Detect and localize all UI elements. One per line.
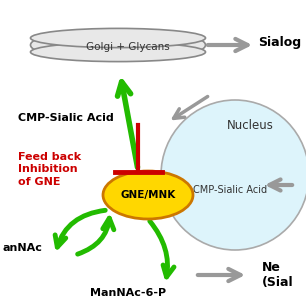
Ellipse shape — [31, 28, 206, 48]
Text: Sialog: Sialog — [258, 35, 301, 48]
Text: anNAc: anNAc — [2, 243, 42, 253]
Text: Golgi + Glycans: Golgi + Glycans — [86, 42, 170, 52]
Ellipse shape — [31, 29, 206, 61]
Ellipse shape — [161, 100, 306, 250]
Text: Nucleus: Nucleus — [226, 118, 274, 132]
Ellipse shape — [31, 43, 206, 62]
Text: Feed back
Inhibition
of GNE: Feed back Inhibition of GNE — [18, 152, 81, 187]
Text: GNE/MNK: GNE/MNK — [120, 190, 176, 200]
Text: CMP-Sialic Acid: CMP-Sialic Acid — [18, 113, 114, 123]
Text: Ne
(Sial: Ne (Sial — [262, 261, 294, 289]
Ellipse shape — [103, 171, 193, 219]
Text: ManNAc-6-P: ManNAc-6-P — [90, 288, 166, 298]
Text: CMP-Sialic Acid: CMP-Sialic Acid — [193, 185, 267, 195]
